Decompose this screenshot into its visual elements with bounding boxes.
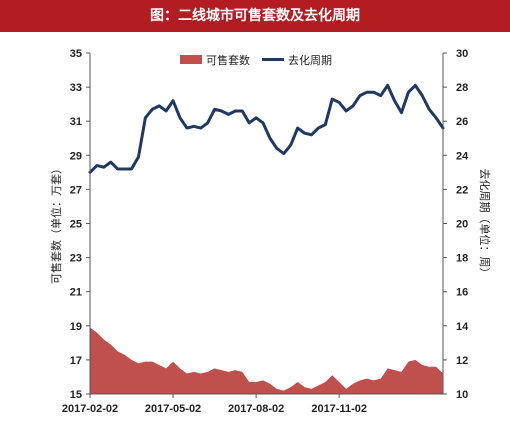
left-axis-title: 可售套数（单位：万套） (49, 163, 63, 284)
x-tick-label: 2017-02-02 (62, 403, 118, 415)
legend-label-去化周期: 去化周期 (288, 53, 332, 67)
chart-svg: 15 17 19 21 23 25 27 29 31 33 35 10 12 14 16 18 20 22 24 26… (49, 48, 492, 415)
x-tick-label: 2017-05-02 (145, 403, 201, 415)
legend-swatch-可售套数 (180, 55, 202, 64)
right-tick-label: 18 (456, 253, 468, 265)
right-tick-label: 28 (456, 82, 468, 94)
left-tick-label: 27 (70, 184, 82, 196)
series-line-去化周期 (88, 83, 445, 174)
right-tick-label: 22 (456, 184, 468, 196)
chart-title: 图：二线城市可售套数及去化周期 (0, 0, 510, 32)
x-tick-label: 2017-11-02 (311, 403, 367, 415)
left-tick-label: 25 (70, 219, 82, 231)
left-tick-label: 29 (70, 150, 82, 162)
right-tick-label: 26 (456, 116, 468, 128)
left-tick-label: 23 (70, 253, 82, 265)
right-tick-label: 14 (456, 321, 469, 333)
right-tick-label: 20 (456, 219, 468, 231)
left-tick-label: 15 (70, 389, 82, 401)
left-tick-label: 33 (70, 82, 82, 94)
left-tick-label: 35 (70, 48, 82, 60)
right-axis-title: 去化周期（单位：周） (478, 169, 492, 279)
x-tick-label: 2017-08-02 (228, 403, 284, 415)
series-area-可售套数 (90, 327, 443, 394)
left-tick-label: 17 (70, 355, 82, 367)
right-tick-label: 16 (456, 287, 468, 299)
right-tick-label: 10 (456, 389, 468, 401)
legend-label-可售套数: 可售套数 (206, 53, 250, 67)
right-tick-label: 30 (456, 48, 468, 60)
left-tick-label: 21 (70, 287, 82, 299)
right-tick-label: 24 (456, 150, 469, 162)
left-tick-label: 31 (70, 116, 82, 128)
right-tick-label: 12 (456, 355, 468, 367)
left-tick-label: 19 (70, 321, 82, 333)
